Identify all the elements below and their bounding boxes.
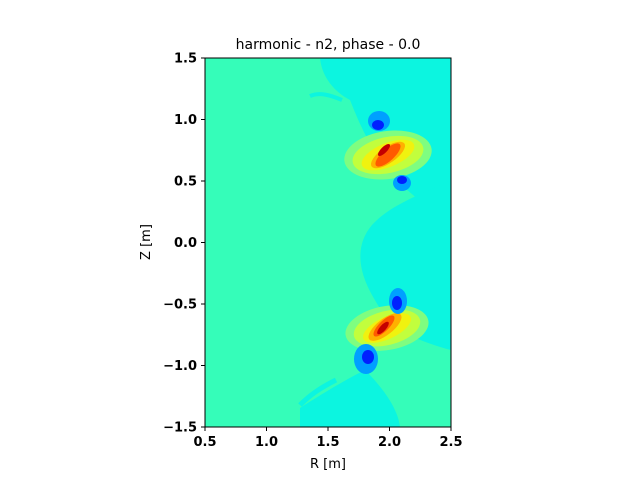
- y-tick-label: −1.5: [163, 421, 197, 436]
- y-axis-label: Z [m]: [139, 224, 154, 260]
- y-tick-label: 0.0: [174, 236, 197, 251]
- x-tick-label: 2.0: [378, 435, 401, 450]
- y-tick-label: −1.0: [163, 359, 197, 374]
- x-tick-label: 0.5: [193, 435, 216, 450]
- upper-noise-stroke: [309, 92, 343, 102]
- x-tick-label: 1.0: [255, 435, 278, 450]
- y-tick-label: 1.5: [174, 52, 197, 67]
- x-axis-label: R [m]: [310, 457, 346, 472]
- y-tick-label: 1.0: [174, 113, 197, 128]
- x-tick-label: 1.5: [316, 435, 339, 450]
- lower-noise-stroke: [298, 377, 338, 407]
- y-tick-label: −0.5: [163, 298, 197, 313]
- plot-area: [205, 58, 451, 427]
- y-tick-label: 0.5: [174, 175, 197, 190]
- cyan-lower-region: [300, 370, 400, 427]
- lower-lobe: [345, 288, 429, 374]
- y-ticks: −1.5 −1.0 −0.5 0.0 0.5 1.0 1.5: [163, 52, 205, 436]
- chart-title: harmonic - n2, phase - 0.0: [236, 37, 421, 53]
- x-tick-label: 2.5: [439, 435, 462, 450]
- x-ticks: 0.5 1.0 1.5 2.0 2.5: [193, 427, 463, 450]
- upper-lobe: [344, 111, 432, 191]
